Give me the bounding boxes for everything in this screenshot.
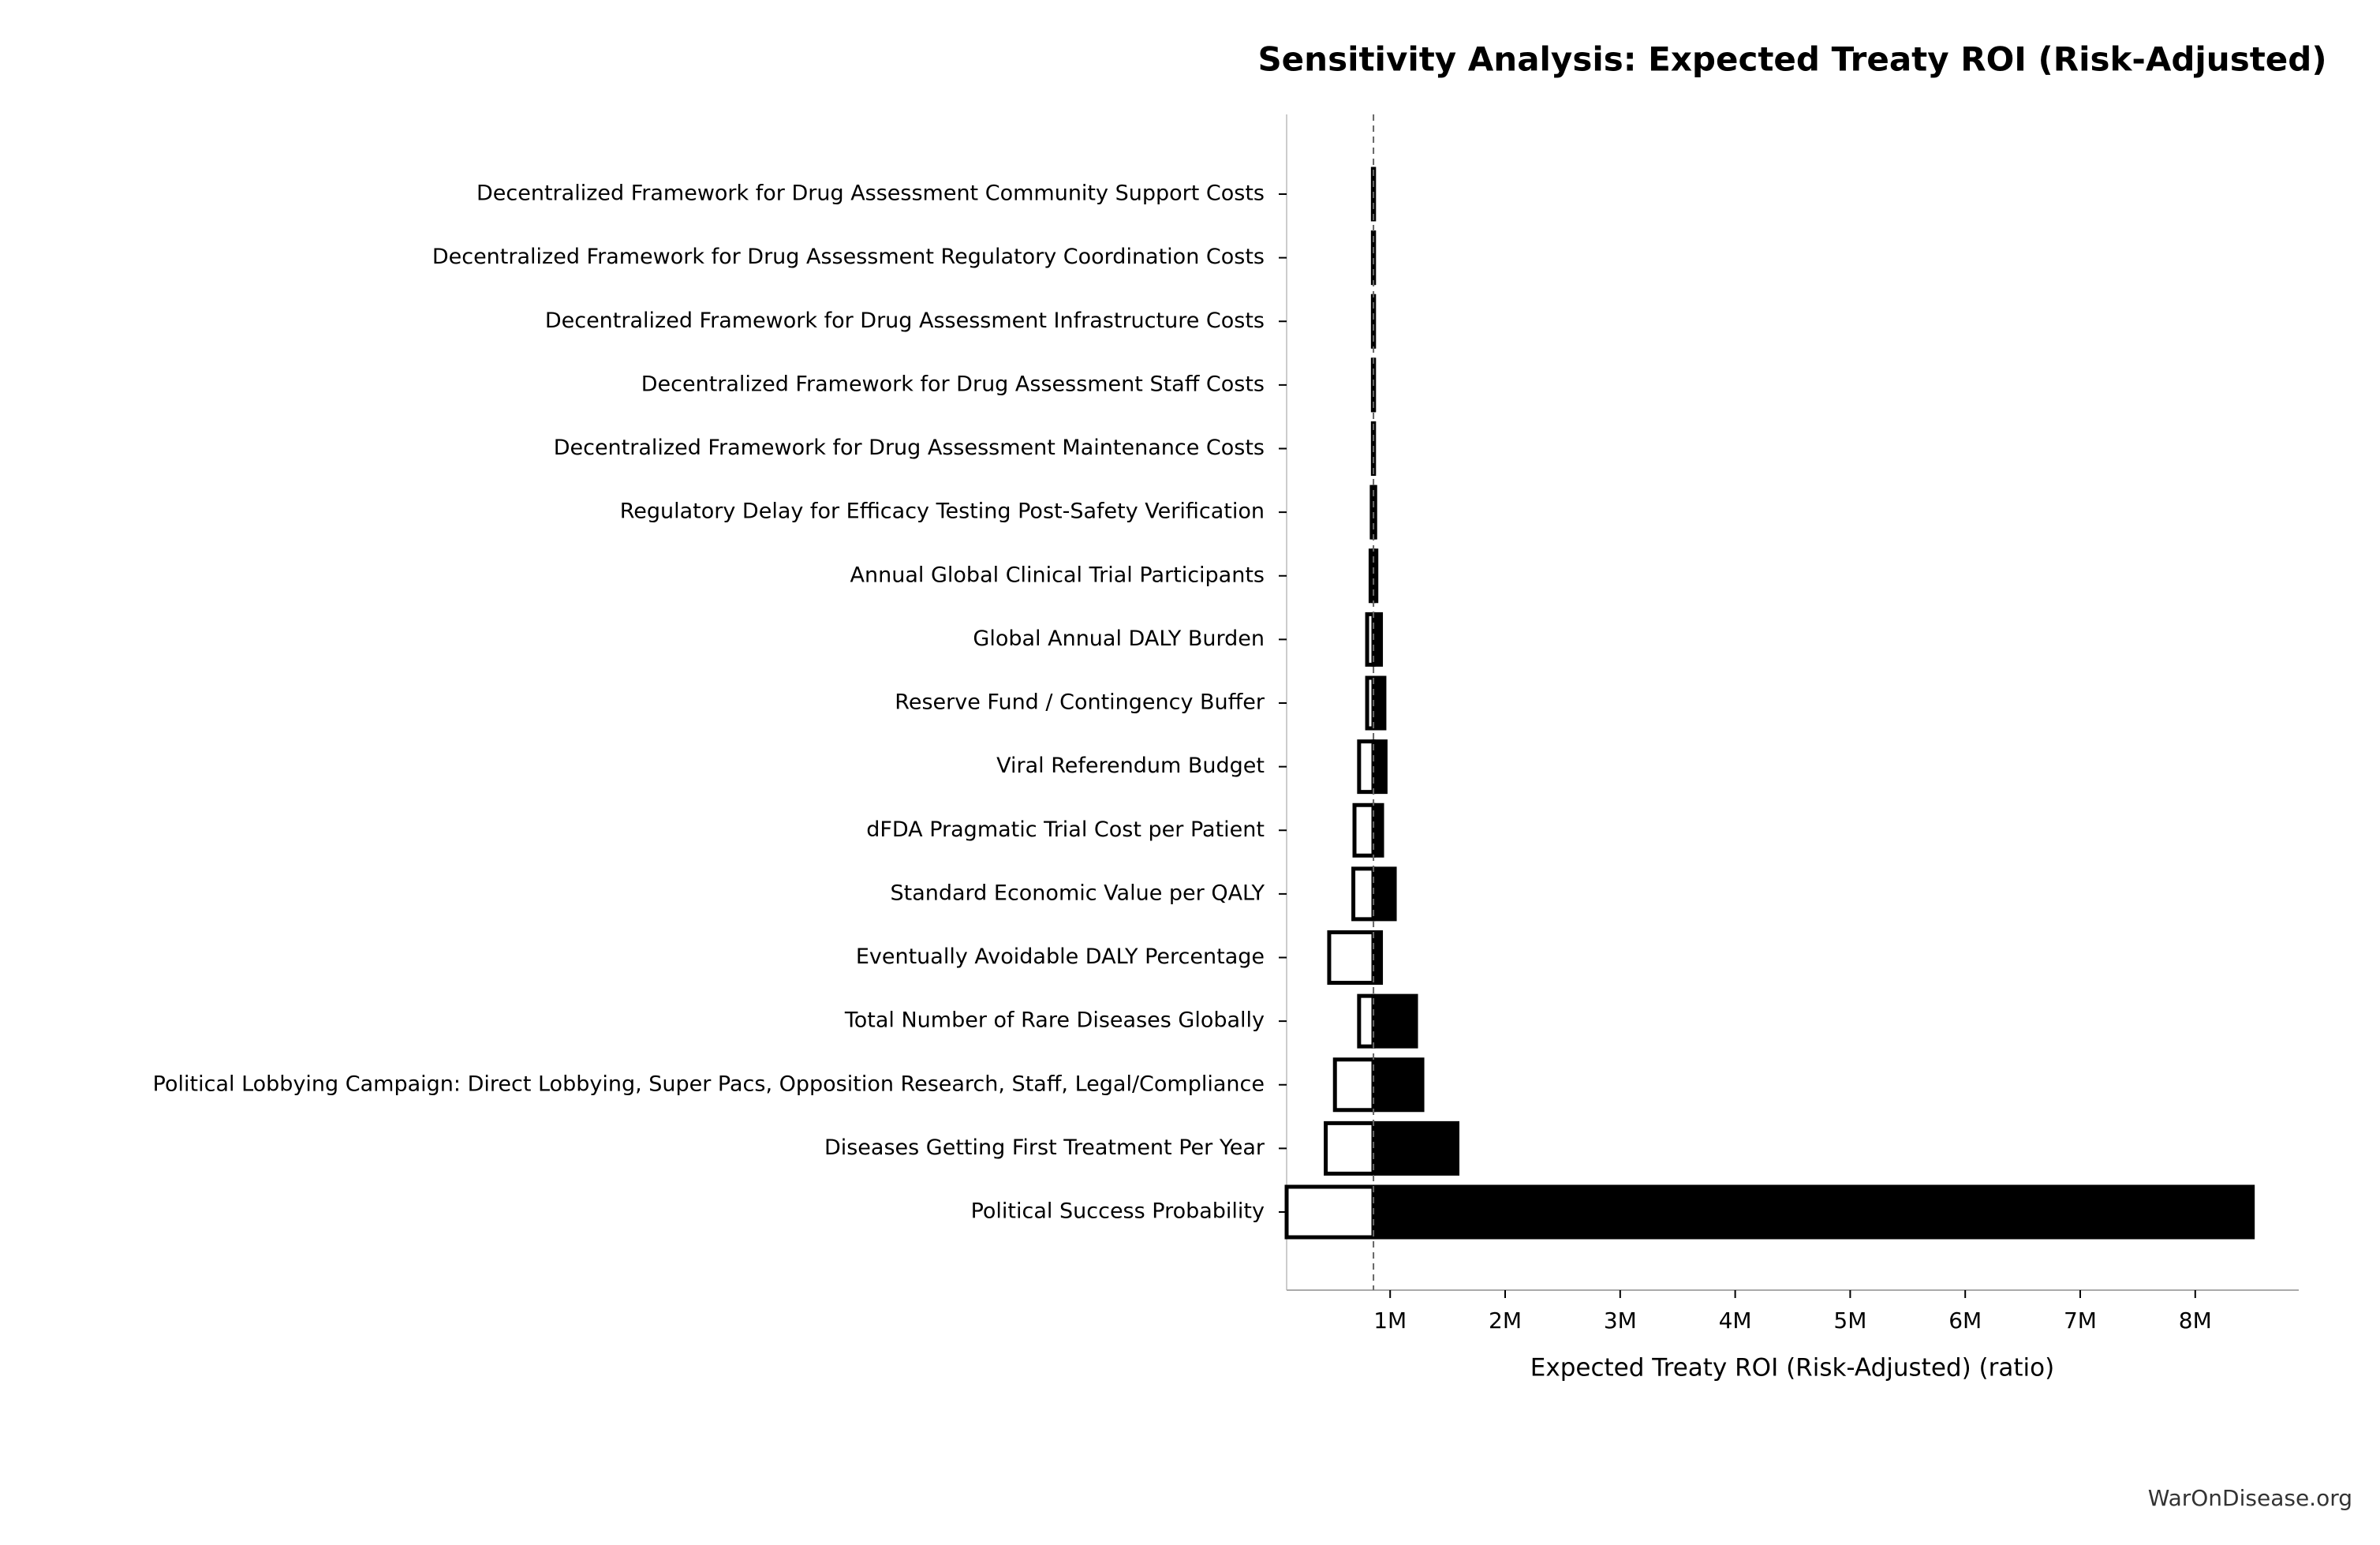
y-tick-label: Global Annual DALY Burden	[973, 627, 1265, 651]
y-tick-label: Reserve Fund / Contingency Buffer	[895, 690, 1265, 715]
x-tick-label: 2M	[1489, 1307, 1522, 1334]
y-tick-label: Decentralized Framework for Drug Assessm…	[554, 436, 1265, 460]
footer: WarOnDisease.org	[2148, 1485, 2352, 1511]
high-bar	[1371, 1057, 1425, 1113]
y-tick-label: Annual Global Clinical Trial Participant…	[850, 563, 1265, 587]
low-bar	[1327, 930, 1376, 985]
y-tick-label: dFDA Pragmatic Trial Cost per Patient	[866, 817, 1265, 842]
low-bar	[1357, 739, 1376, 795]
high-bar	[1371, 802, 1384, 858]
x-tick-label: 3M	[1604, 1307, 1637, 1334]
y-tick-label: Viral Referendum Budget	[996, 754, 1265, 778]
low-bar	[1351, 866, 1376, 922]
x-tick-label: 7M	[2064, 1307, 2097, 1334]
high-bar	[1371, 1120, 1460, 1176]
y-tick-label: Political Success Probability	[971, 1199, 1265, 1224]
high-bar	[1371, 548, 1379, 604]
high-bar	[1371, 1184, 2255, 1240]
x-tick-label: 4M	[1719, 1307, 1752, 1334]
low-bar	[1357, 993, 1376, 1049]
y-tick-label: Decentralized Framework for Drug Assessm…	[641, 372, 1265, 396]
y-tick-label: Total Number of Rare Diseases Globally	[844, 1008, 1265, 1033]
y-tick-label: Decentralized Framework for Drug Assessm…	[545, 309, 1265, 333]
high-bar	[1371, 675, 1387, 731]
chart-title: Sensitivity Analysis: Expected Treaty RO…	[1257, 40, 2326, 79]
low-bar	[1284, 1184, 1376, 1240]
y-tick-label: Political Lobbying Campaign: Direct Lobb…	[153, 1072, 1265, 1096]
high-bar	[1371, 930, 1384, 985]
high-bar	[1371, 739, 1388, 795]
y-tick-label: Decentralized Framework for Drug Assessm…	[432, 245, 1265, 269]
high-bar	[1371, 866, 1397, 922]
high-bar	[1371, 612, 1384, 667]
y-tick-label: Decentralized Framework for Drug Assessm…	[476, 181, 1265, 206]
x-tick-label: 6M	[1948, 1307, 1982, 1334]
low-bar	[1324, 1120, 1376, 1176]
x-tick-label: 8M	[2179, 1307, 2212, 1334]
x-axis-label: Expected Treaty ROI (Risk-Adjusted) (rat…	[1530, 1354, 2054, 1382]
y-tick-label: Diseases Getting First Treatment Per Yea…	[824, 1135, 1265, 1160]
y-tick-label: Standard Economic Value per QALY	[890, 881, 1265, 905]
high-bar	[1371, 993, 1418, 1049]
y-tick-label: Eventually Avoidable DALY Percentage	[856, 945, 1265, 969]
y-tick-label: Regulatory Delay for Efficacy Testing Po…	[620, 499, 1265, 524]
x-tick-label: 5M	[1833, 1307, 1866, 1334]
low-bar	[1352, 802, 1376, 858]
x-tick-label: 1M	[1373, 1307, 1407, 1334]
low-bar	[1332, 1057, 1376, 1113]
